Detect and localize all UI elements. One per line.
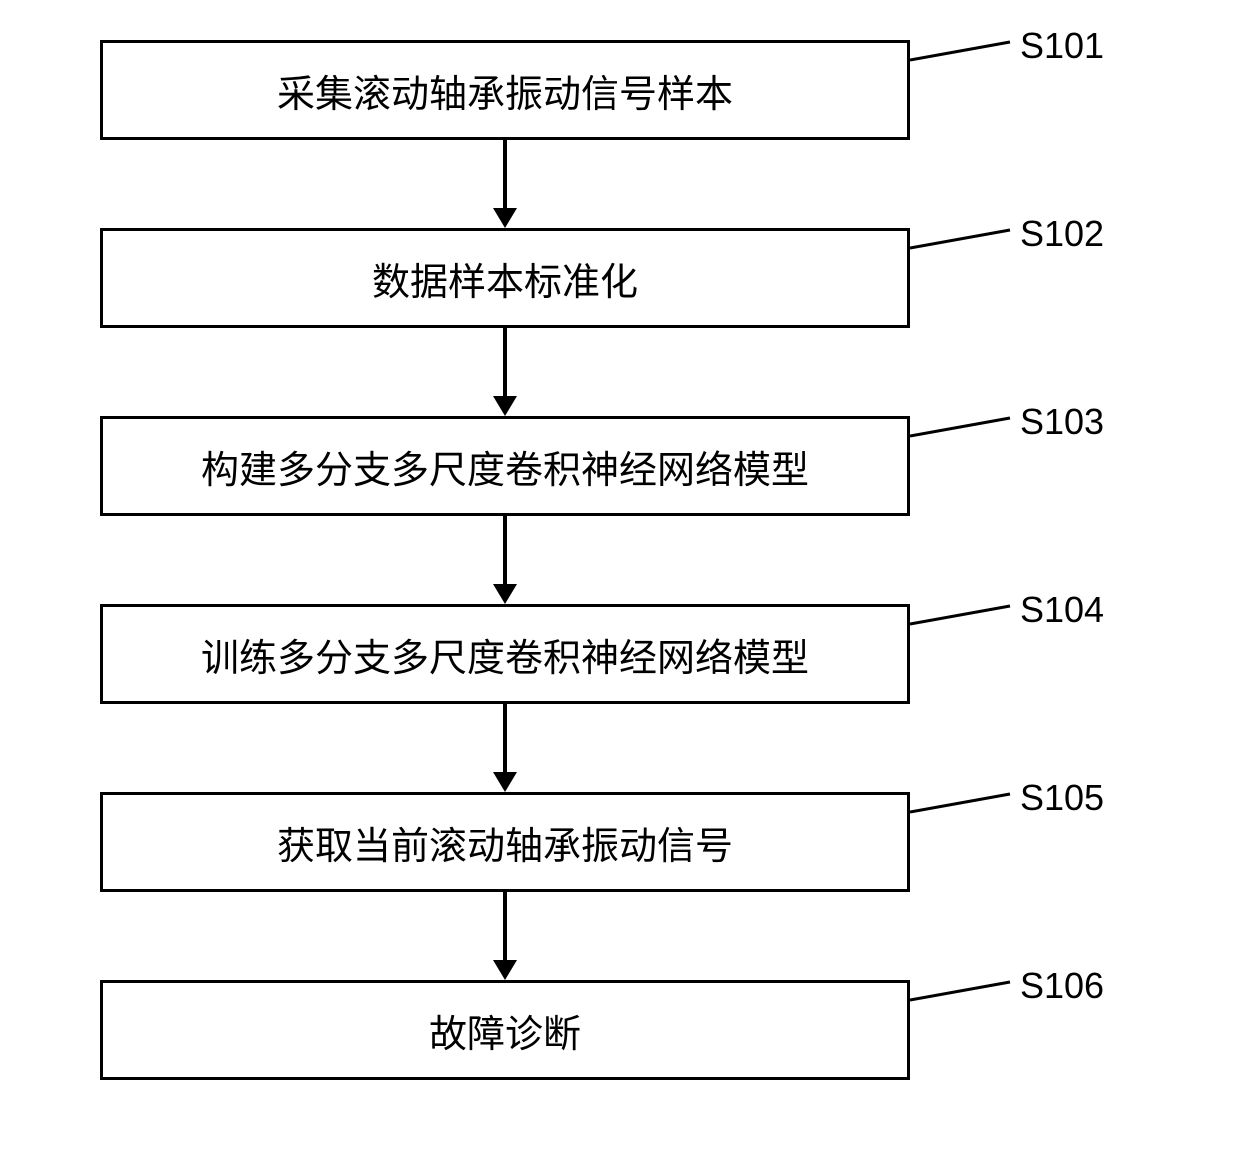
arrow-head-5 [493,960,517,980]
step-label-s102: S102 [1020,213,1104,255]
step-label-s103: S103 [1020,401,1104,443]
step-text-s104: 训练多分支多尺度卷积神经网络模型 [201,627,809,682]
step-box-s103: 构建多分支多尺度卷积神经网络模型 [100,416,910,516]
arrow-line-2 [503,328,507,396]
arrow-line-5 [503,892,507,960]
step-text-s102: 数据样本标准化 [372,251,638,306]
step-box-s101: 采集滚动轴承振动信号样本 [100,40,910,140]
step-label-s101: S101 [1020,25,1104,67]
arrow-line-4 [503,704,507,772]
step-text-s105: 获取当前滚动轴承振动信号 [277,815,733,870]
step-text-s103: 构建多分支多尺度卷积神经网络模型 [201,439,809,494]
step-text-s106: 故障诊断 [429,1003,581,1058]
step-box-s105: 获取当前滚动轴承振动信号 [100,792,910,892]
arrow-line-3 [503,516,507,584]
arrow-head-2 [493,396,517,416]
step-box-s106: 故障诊断 [100,980,910,1080]
arrow-line-1 [503,140,507,208]
arrow-head-4 [493,772,517,792]
step-label-s106: S106 [1020,965,1104,1007]
arrow-head-1 [493,208,517,228]
step-text-s101: 采集滚动轴承振动信号样本 [277,63,733,118]
step-box-s104: 训练多分支多尺度卷积神经网络模型 [100,604,910,704]
arrow-head-3 [493,584,517,604]
step-box-s102: 数据样本标准化 [100,228,910,328]
step-label-s104: S104 [1020,589,1104,631]
step-label-s105: S105 [1020,777,1104,819]
